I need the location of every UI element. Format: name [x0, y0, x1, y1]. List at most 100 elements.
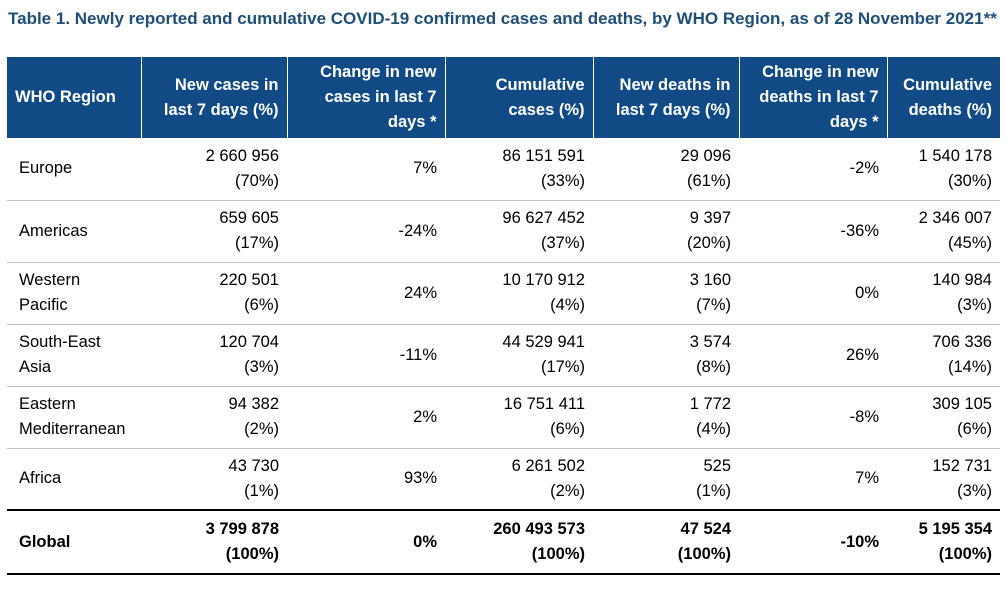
change-deaths-cell: -8% — [739, 386, 887, 449]
new-deaths-cell: 3 160 (7%) — [593, 262, 739, 325]
region-cell: South-East Asia — [7, 324, 141, 387]
percent: (4%) — [696, 420, 731, 438]
header-who-region: WHO Region — [7, 57, 142, 138]
region-name-line: Western — [19, 271, 81, 289]
value: 260 493 573 — [493, 520, 585, 538]
table-row: Americas 659 605 (17%) -24% 96 627 452 (… — [7, 200, 1000, 263]
value: 43 730 — [228, 456, 279, 475]
cum-deaths-cell: 152 731 (3%) — [887, 448, 1000, 511]
percent: (1%) — [696, 481, 731, 500]
header-new-cases: New cases in last 7 days (%) — [141, 57, 288, 138]
cum-cases-cell: 96 627 452 (37%) — [445, 200, 593, 263]
percent: (17%) — [540, 358, 585, 376]
region-name-line: Pacific — [19, 296, 68, 314]
percent: (2%) — [550, 481, 585, 500]
percent: (33%) — [540, 171, 585, 190]
percent: (7%) — [696, 296, 731, 314]
value: 659 605 — [219, 209, 279, 227]
percent: (6%) — [244, 296, 279, 314]
value: 140 984 — [932, 271, 992, 289]
value: 3 574 — [689, 333, 731, 351]
percent: (61%) — [686, 171, 731, 190]
value: 309 105 — [932, 395, 992, 413]
percent: (100%) — [938, 545, 992, 563]
new-deaths-cell: 3 574 (8%) — [593, 324, 739, 387]
table-row: Eastern Mediterranean 94 382 (2%) 2% 16 … — [7, 386, 1000, 449]
value: 120 704 — [219, 333, 279, 351]
value: 220 501 — [219, 271, 279, 289]
percent: (45%) — [947, 234, 992, 252]
value: 1 772 — [689, 395, 731, 413]
value: 96 627 452 — [502, 209, 585, 227]
percent: (14%) — [947, 358, 992, 376]
percent: (6%) — [957, 420, 992, 438]
percent: (3%) — [244, 358, 279, 376]
value: 94 382 — [228, 395, 279, 413]
change-cases-cell: -11% — [287, 324, 445, 387]
global-total-row: Global 3 799 878 (100%) 0% 260 493 573 (… — [7, 509, 1000, 575]
cum-deaths-cell: 706 336 (14%) — [887, 324, 1000, 387]
header-row: WHO Region New cases in last 7 days (%) … — [7, 57, 1000, 138]
new-cases-cell: 43 730 (1%) — [141, 448, 287, 511]
header-new-deaths: New deaths in last 7 days (%) — [593, 57, 740, 138]
percent: (8%) — [696, 358, 731, 376]
percent: (3%) — [957, 296, 992, 314]
new-deaths-cell: 29 096 (61%) — [593, 138, 739, 201]
percent: (1%) — [244, 481, 279, 500]
region-name-line: Europe — [19, 159, 73, 178]
change-deaths-cell: -10% — [739, 509, 887, 575]
percent: (100%) — [225, 545, 279, 563]
new-cases-cell: 2 660 956 (70%) — [141, 138, 287, 201]
cum-deaths-cell: 1 540 178 (30%) — [887, 138, 1000, 201]
value: 706 336 — [932, 333, 992, 351]
new-cases-cell: 220 501 (6%) — [141, 262, 287, 325]
change-cases-cell: -24% — [287, 200, 445, 263]
region-cell: Global — [7, 509, 141, 575]
value: 152 731 — [932, 456, 992, 475]
value: 3 160 — [689, 271, 731, 289]
value: 2 660 956 — [205, 146, 279, 165]
value: 525 — [703, 456, 731, 475]
new-cases-cell: 659 605 (17%) — [141, 200, 287, 263]
new-deaths-cell: 525 (1%) — [593, 448, 739, 511]
cum-cases-cell: 10 170 912 (4%) — [445, 262, 593, 325]
value: 29 096 — [680, 146, 731, 165]
change-cases-cell: 7% — [287, 138, 445, 201]
table-row: Africa 43 730 (1%) 93% 6 261 502 (2%) 52… — [7, 448, 1000, 511]
change-deaths-cell: 26% — [739, 324, 887, 387]
value: 16 751 411 — [503, 395, 585, 413]
header-cumulative-cases: Cumulative cases (%) — [445, 57, 594, 138]
change-cases-cell: 0% — [287, 509, 445, 575]
change-cases-cell: 24% — [287, 262, 445, 325]
change-deaths-cell: 7% — [739, 448, 887, 511]
percent: (70%) — [234, 171, 279, 190]
region-name-line: South-East — [19, 333, 101, 351]
value: 10 170 912 — [502, 271, 585, 289]
percent: (6%) — [550, 420, 585, 438]
new-deaths-cell: 47 524 (100%) — [593, 509, 739, 575]
region-cell: Europe — [7, 138, 141, 201]
new-cases-cell: 94 382 (2%) — [141, 386, 287, 449]
region-name-line: Eastern — [19, 395, 76, 413]
table-row: Western Pacific 220 501 (6%) 24% 10 170 … — [7, 262, 1000, 325]
new-deaths-cell: 9 397 (20%) — [593, 200, 739, 263]
percent: (100%) — [531, 545, 585, 563]
table-row: Europe 2 660 956 (70%) 7% 86 151 591 (33… — [7, 138, 1000, 201]
value: 6 261 502 — [511, 456, 585, 475]
percent: (20%) — [686, 234, 731, 252]
region-name-line: Americas — [19, 221, 88, 240]
table-row: South-East Asia 120 704 (3%) -11% 44 529… — [7, 324, 1000, 387]
cum-deaths-cell: 5 195 354 (100%) — [887, 509, 1000, 575]
cum-cases-cell: 6 261 502 (2%) — [445, 448, 593, 511]
table-title: Table 1. Newly reported and cumulative C… — [8, 9, 997, 28]
percent: (100%) — [677, 545, 731, 563]
percent: (4%) — [550, 296, 585, 314]
new-deaths-cell: 1 772 (4%) — [593, 386, 739, 449]
cum-cases-cell: 86 151 591 (33%) — [445, 138, 593, 201]
region-name-line: Asia — [19, 358, 52, 376]
value: 44 529 941 — [502, 333, 585, 351]
region-cell: Eastern Mediterranean — [7, 386, 141, 449]
change-deaths-cell: -36% — [739, 200, 887, 263]
percent: (3%) — [957, 481, 992, 500]
value: 47 524 — [680, 520, 731, 538]
